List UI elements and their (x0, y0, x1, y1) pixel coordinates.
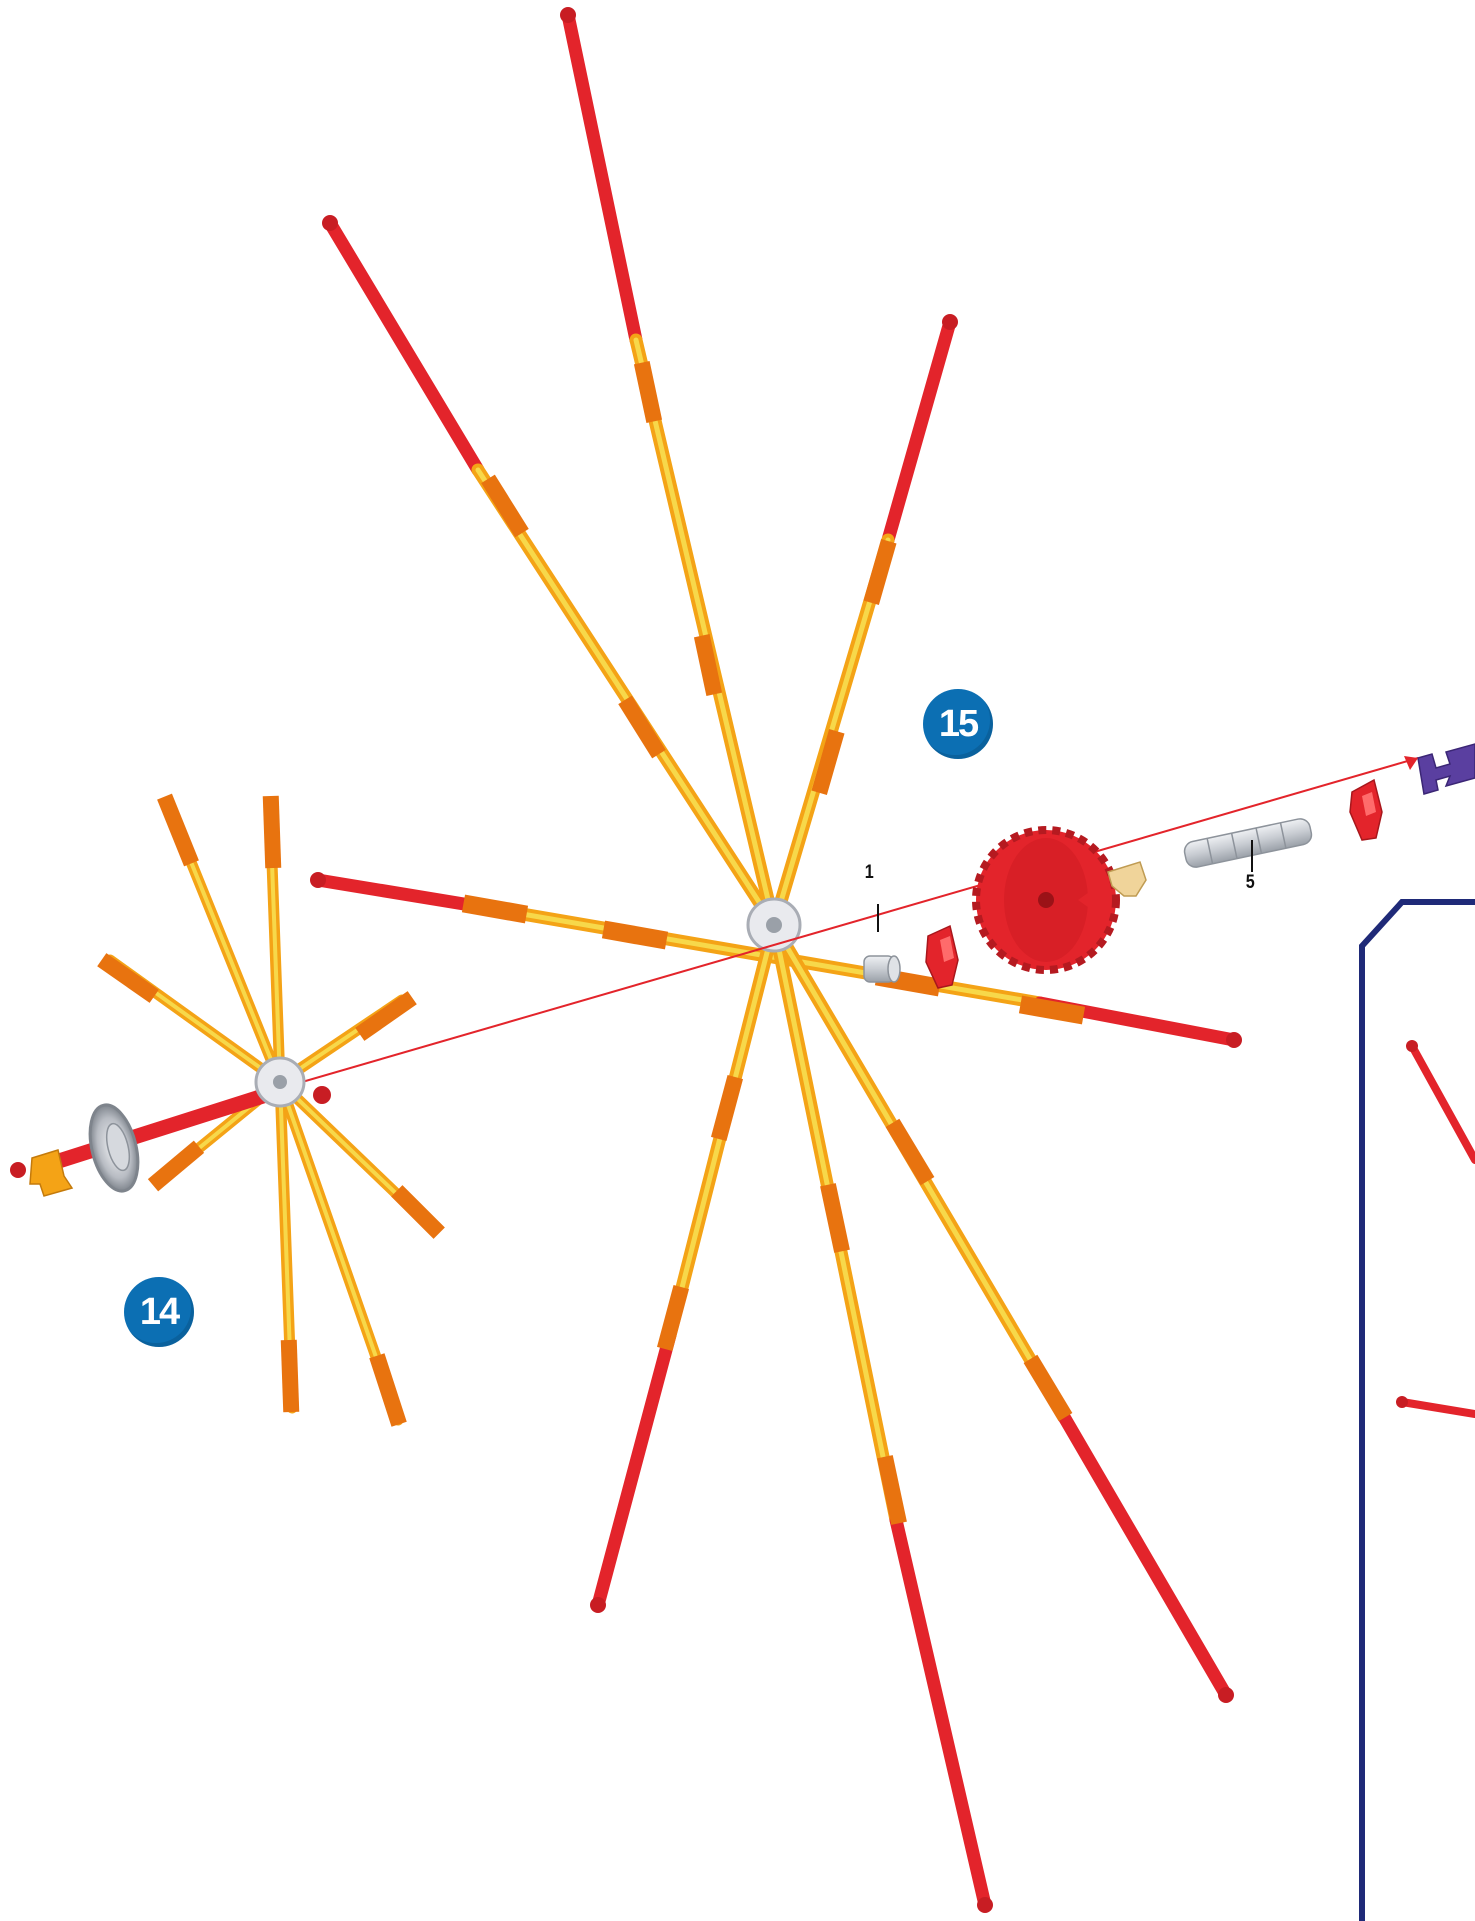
clip-icon (1417, 743, 1475, 795)
step-number-badge: 15 (923, 689, 993, 759)
spacer-quantity-label: 1 (864, 862, 874, 883)
hub-connector-icon (746, 897, 802, 953)
arrow-gear (1078, 890, 1092, 910)
small-wheel-assembly (10, 793, 445, 1427)
rod-end-caps (310, 7, 1242, 1913)
spoke-up (561, 8, 781, 932)
axle-end-connector (10, 1149, 74, 1197)
spoke-down-left (591, 918, 781, 1612)
spacer-group-part (1183, 818, 1313, 872)
wheel-icon (88, 1103, 140, 1193)
red-connector-part (925, 924, 959, 989)
large-wheel-assembly (310, 7, 1242, 1913)
spoke-down (767, 918, 992, 1912)
small-hub-connector-icon (254, 1056, 306, 1108)
spoke-upper-left (323, 216, 781, 932)
gear-icon (972, 826, 1120, 974)
spacer-part (863, 904, 901, 983)
axle-parts (863, 743, 1475, 989)
step-number-badge: 14 (124, 1277, 194, 1347)
axle-guide-line (239, 757, 1419, 1101)
tan-connector-part (1107, 861, 1147, 897)
inset-frame (1359, 899, 1475, 1921)
spoke-down-right (767, 918, 1233, 1702)
spoke-upper-right (767, 315, 957, 932)
red-connector-part-2 (1349, 778, 1383, 841)
spacer-group-quantity-label: 5 (1245, 872, 1255, 893)
arrow-clip (1404, 756, 1418, 770)
